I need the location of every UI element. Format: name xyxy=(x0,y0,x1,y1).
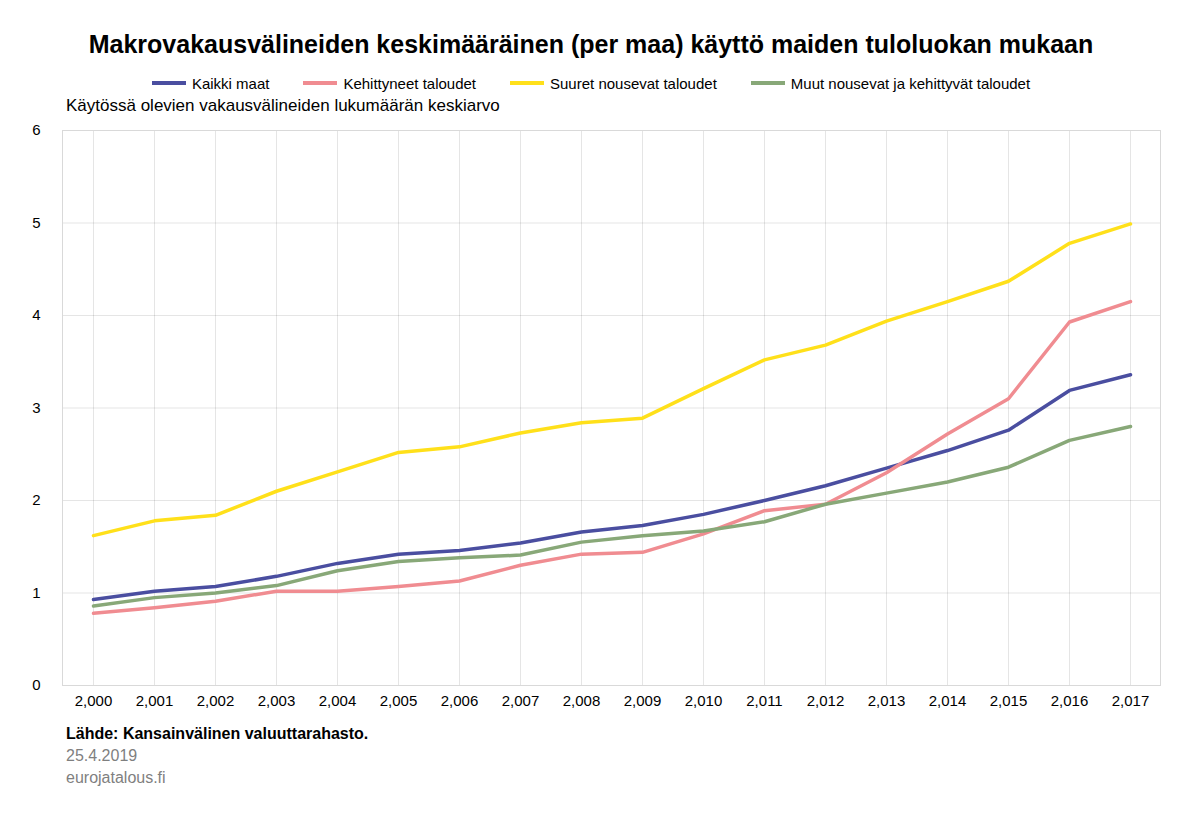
svg-text:0: 0 xyxy=(32,676,40,693)
html-text:25.4.2019: 25.4.2019 xyxy=(66,747,138,764)
html-text:Lähde: Kansainvälinen valuutta: Lähde: Kansainvälinen valuuttarahasto. xyxy=(66,725,369,742)
svg-text:2,015: 2,015 xyxy=(990,692,1028,709)
html-text:Muut nousevat ja kehittyvät ta: Muut nousevat ja kehittyvät taloudet xyxy=(790,74,1031,92)
svg-text:2,011: 2,011 xyxy=(746,692,782,709)
html-text:Makrovakausvälineiden keskimää: Makrovakausvälineiden keskimääräinen (pe… xyxy=(88,30,1094,58)
svg-text:2,008: 2,008 xyxy=(563,692,601,709)
svg-text:6: 6 xyxy=(32,121,40,138)
svg-text:2,009: 2,009 xyxy=(624,692,662,709)
svg-text:2,017: 2,017 xyxy=(1112,692,1150,709)
svg-text:3: 3 xyxy=(32,399,40,416)
svg-text:2: 2 xyxy=(32,491,40,508)
svg-text:2,001: 2,001 xyxy=(136,692,174,709)
html-text:Suuret nousevat taloudet: Suuret nousevat taloudet xyxy=(550,74,717,92)
svg-text:2,014: 2,014 xyxy=(929,692,967,709)
svg-text:2,013: 2,013 xyxy=(868,692,906,709)
html-text:Käytössä olevien vakausvälinei: Käytössä olevien vakausvälineiden lukumä… xyxy=(66,96,500,115)
svg-text:2,006: 2,006 xyxy=(441,692,479,709)
svg-text:2,004: 2,004 xyxy=(319,692,357,709)
svg-text:2,000: 2,000 xyxy=(75,692,113,709)
svg-text:2,005: 2,005 xyxy=(380,692,418,709)
html-text:Kehittyneet taloudet: Kehittyneet taloudet xyxy=(343,74,476,92)
svg-text:1: 1 xyxy=(32,584,40,601)
html-text:Kaikki maat: Kaikki maat xyxy=(191,74,270,92)
svg-text:2,016: 2,016 xyxy=(1051,692,1089,709)
svg-text:2,007: 2,007 xyxy=(502,692,540,709)
svg-text:5: 5 xyxy=(32,214,40,231)
svg-text:2,002: 2,002 xyxy=(197,692,235,709)
html-text:eurojatalous.fi: eurojatalous.fi xyxy=(66,769,166,786)
svg-text:2,012: 2,012 xyxy=(807,692,845,709)
svg-text:4: 4 xyxy=(32,306,40,323)
svg-text:2,010: 2,010 xyxy=(685,692,723,709)
svg-text:2,003: 2,003 xyxy=(258,692,296,709)
